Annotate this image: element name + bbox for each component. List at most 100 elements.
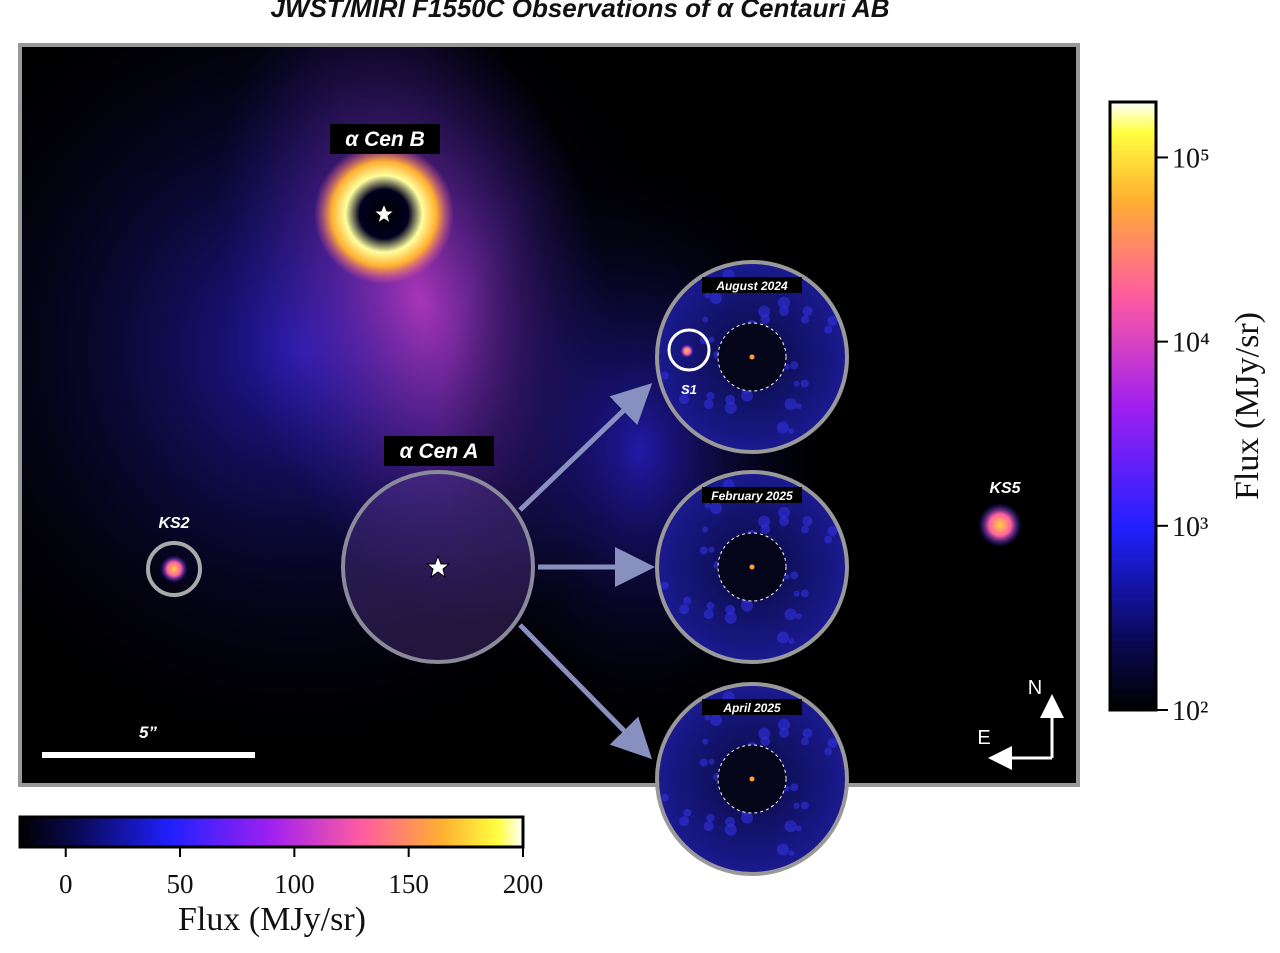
colorbar-linear-label: Flux (MJy/sr) <box>178 901 366 938</box>
speckle <box>793 380 800 387</box>
speckle <box>708 336 715 343</box>
speckle <box>679 394 690 405</box>
tick-label: 10⁴ <box>1172 328 1210 359</box>
speckle <box>758 727 771 740</box>
speckle <box>741 599 754 612</box>
speckle <box>776 843 789 856</box>
speckle <box>699 758 708 767</box>
center-star <box>749 776 755 782</box>
ks2-circle <box>146 541 202 597</box>
speckle <box>660 793 669 802</box>
speckle <box>706 391 715 400</box>
speckle <box>824 747 833 756</box>
label-cen-a: α Cen A <box>400 440 479 463</box>
speckle <box>703 399 714 410</box>
speckle <box>784 398 797 411</box>
arrow <box>518 383 653 512</box>
speckle <box>710 292 723 305</box>
colorbar-log <box>1108 100 1158 712</box>
speckle <box>827 738 838 749</box>
scale-label: 5” <box>139 723 157 742</box>
colorbar-log-label: Flux (MJy/sr) <box>1229 312 1266 500</box>
speckle <box>802 516 813 527</box>
inset-label: April 2025 <box>722 701 781 715</box>
speckle <box>679 816 690 827</box>
label-cen-b: α Cen B <box>345 128 425 151</box>
speckle <box>790 361 799 370</box>
speckle <box>683 808 692 817</box>
tick-label: 10⁵ <box>1172 143 1210 174</box>
speckle <box>704 714 711 721</box>
tick-label: 100 <box>274 869 315 899</box>
speckle <box>802 728 813 739</box>
speckle <box>706 601 715 610</box>
image <box>22 47 1076 783</box>
tick-label: 10² <box>1172 696 1208 727</box>
inset-label-box <box>702 699 802 715</box>
image-frame <box>18 43 1080 787</box>
speckle <box>800 801 809 810</box>
star-a <box>425 554 451 579</box>
speckle <box>790 783 799 792</box>
speckle <box>660 371 669 380</box>
speckle <box>741 389 754 402</box>
tick-label: 150 <box>388 869 429 899</box>
inset-label-box <box>702 487 802 503</box>
speckle <box>778 506 791 519</box>
arrow <box>518 623 653 760</box>
label-ks2: KS2 <box>158 515 189 532</box>
speckle <box>683 386 692 395</box>
speckle <box>724 611 737 624</box>
colorbar-linear <box>18 815 525 849</box>
label-box <box>330 124 440 154</box>
tick-label: 10³ <box>1172 512 1208 543</box>
speckle <box>779 516 790 527</box>
speckle <box>827 316 838 327</box>
speckle <box>704 502 711 509</box>
speckle <box>788 850 795 857</box>
speckle <box>801 525 810 534</box>
speckle <box>824 325 833 334</box>
speckle <box>660 581 669 590</box>
speckle <box>710 502 723 515</box>
speckle <box>679 604 690 615</box>
speckle <box>779 306 790 317</box>
inset-label-box <box>702 277 802 293</box>
speckle <box>801 737 810 746</box>
speckle <box>703 821 714 832</box>
label-s1: S1 <box>681 382 697 397</box>
speckle <box>683 596 692 605</box>
speckle <box>788 638 795 645</box>
star-b <box>372 202 396 225</box>
speckle <box>704 292 711 299</box>
speckle <box>793 802 800 809</box>
label-ks5: KS5 <box>989 480 1021 497</box>
tick-label: 200 <box>503 869 544 899</box>
inset-label: February 2025 <box>711 489 793 503</box>
speckle <box>702 526 709 533</box>
label-east: E <box>977 727 990 749</box>
speckle <box>778 718 791 731</box>
speckle <box>795 825 802 832</box>
speckle <box>758 305 771 318</box>
speckle <box>776 421 789 434</box>
speckle <box>702 738 709 745</box>
inset-label: August 2024 <box>715 279 788 293</box>
insets: August 2024 February 2025 April 2025 <box>655 260 849 876</box>
speckle <box>795 613 802 620</box>
speckle <box>795 403 802 410</box>
speckle <box>800 379 809 388</box>
s1-source <box>680 344 694 358</box>
tick-label: 0 <box>59 869 73 899</box>
speckle <box>784 608 797 621</box>
speckle <box>703 609 714 620</box>
speckle <box>699 546 708 555</box>
center-star <box>749 354 755 360</box>
speckle <box>776 631 789 644</box>
speckle <box>702 316 709 323</box>
speckle <box>724 401 737 414</box>
speckle <box>788 428 795 435</box>
speckle <box>802 306 813 317</box>
speckle <box>708 546 715 553</box>
